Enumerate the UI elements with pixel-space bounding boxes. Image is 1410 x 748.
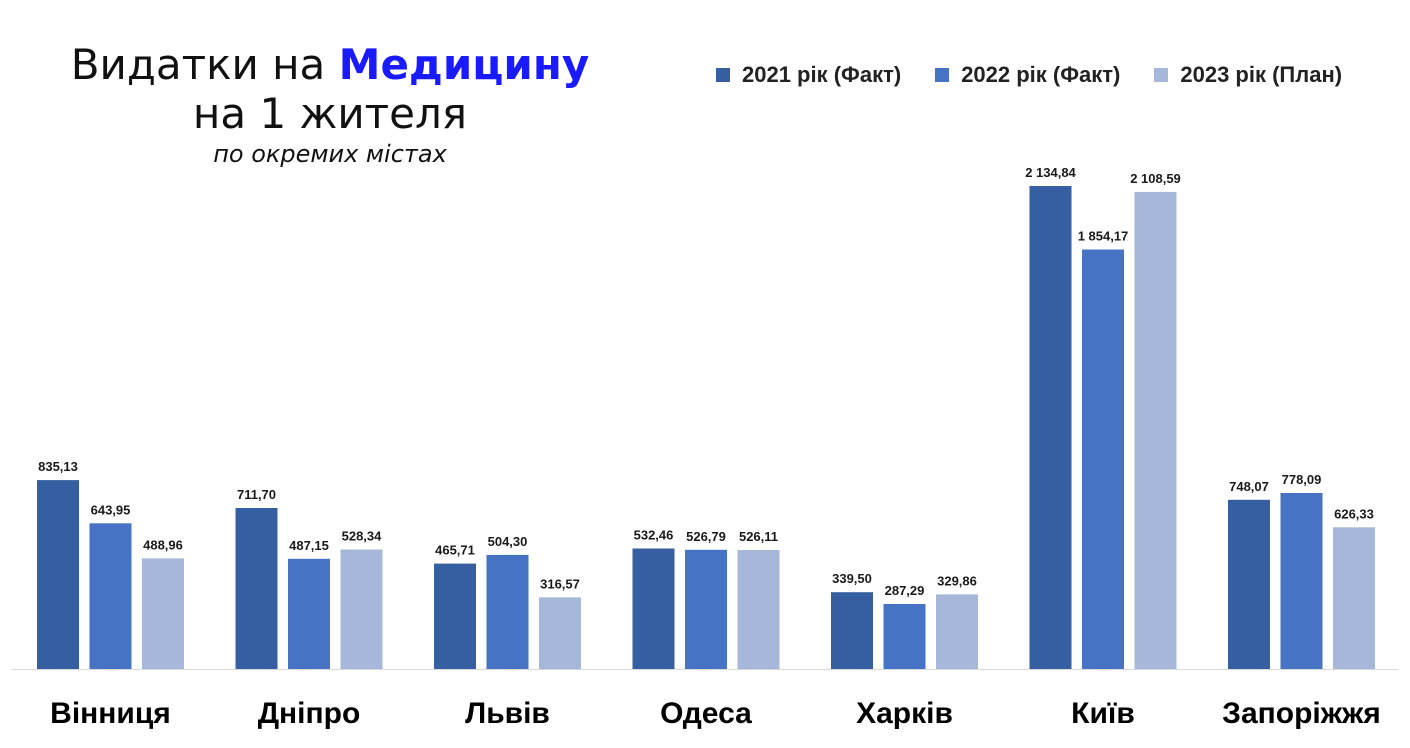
bar-2021-4 [831, 592, 873, 669]
bar-2023-1 [340, 549, 383, 669]
legend-label-2021: 2021 рік (Факт) [742, 62, 902, 87]
data-label-2022-3: 526,79 [686, 529, 726, 544]
bar-2021-1 [235, 508, 278, 669]
data-label-2023-0: 488,96 [143, 537, 183, 552]
category-label-0: Вінниця [50, 697, 171, 730]
bar-2021-2 [434, 563, 476, 669]
data-label-2023-5: 2 108,59 [1130, 171, 1181, 186]
data-label-2022-6: 778,09 [1282, 472, 1322, 487]
bar-2023-5 [1134, 191, 1177, 669]
bar-2023-0 [142, 558, 184, 669]
legend-swatch-2022 [935, 68, 950, 82]
data-label-2021-2: 465,71 [435, 543, 475, 558]
category-label-5: Київ [1071, 697, 1135, 730]
data-label-2022-1: 487,15 [289, 538, 329, 553]
chart-legend: 2021 рік (Факт) 2022 рік (Факт) 2023 рік… [716, 62, 1342, 88]
data-label-2022-0: 643,95 [91, 502, 131, 517]
chart-subtitle: по окремих містах [213, 140, 447, 168]
bar-2023-6 [1333, 527, 1375, 669]
category-label-4: Харків [856, 697, 953, 730]
legend-label-2022: 2022 рік (Факт) [961, 62, 1121, 87]
data-label-2021-4: 339,50 [832, 571, 872, 586]
data-label-2023-6: 626,33 [1334, 506, 1374, 521]
bar-2022-4 [883, 604, 926, 669]
data-label-2023-3: 526,11 [739, 529, 778, 544]
bar-2022-6 [1280, 493, 1323, 669]
chart-title-block: Видатки на Медицину на 1 жителя по окрем… [60, 40, 600, 170]
title-accent-word: Медицину [338, 40, 590, 89]
bar-2021-0 [37, 480, 79, 669]
bar-2022-5 [1082, 249, 1124, 669]
category-label-6: Запоріжжя [1222, 697, 1381, 730]
title-prefix: Видатки на [70, 40, 339, 89]
legend-swatch-2023 [1154, 68, 1169, 82]
data-label-2021-6: 748,07 [1229, 479, 1269, 494]
category-label-3: Одеса [660, 697, 752, 730]
category-label-1: Дніпро [258, 697, 361, 730]
data-label-2021-3: 532,46 [634, 528, 674, 543]
chart-title-line2: на 1 жителя [192, 89, 468, 138]
data-label-2021-0: 835,13 [38, 459, 78, 474]
bar-2023-4 [936, 594, 978, 669]
legend-swatch-2021 [716, 68, 730, 82]
bar-2022-2 [486, 554, 529, 669]
category-label-2: Львів [465, 697, 550, 730]
data-label-2023-1: 528,34 [342, 529, 383, 544]
bar-2023-3 [737, 550, 780, 669]
legend-item-2022: 2022 рік (Факт) [935, 62, 1120, 88]
data-label-2022-4: 287,29 [885, 583, 925, 598]
data-label-2022-2: 504,30 [488, 534, 528, 549]
legend-item-2023: 2023 рік (План) [1154, 62, 1342, 88]
data-label-2022-5: 1 854,17 [1078, 229, 1129, 244]
chart-title-line1: Видатки на Медицину [60, 40, 600, 90]
data-label-2021-1: 711,70 [237, 487, 276, 502]
bar-2022-1 [288, 558, 330, 669]
legend-label-2023: 2023 рік (План) [1180, 62, 1343, 87]
bar-2021-3 [632, 548, 675, 669]
data-label-2023-2: 316,57 [540, 576, 580, 591]
bar-2021-5 [1029, 186, 1072, 669]
data-label-2023-4: 329,86 [937, 573, 977, 588]
legend-item-2021: 2021 рік (Факт) [716, 62, 901, 88]
data-label-2021-5: 2 134,84 [1025, 165, 1076, 180]
bar-2022-0 [89, 523, 132, 669]
bar-2022-3 [685, 549, 727, 669]
bar-2021-6 [1228, 499, 1270, 669]
bar-2023-2 [539, 597, 581, 669]
